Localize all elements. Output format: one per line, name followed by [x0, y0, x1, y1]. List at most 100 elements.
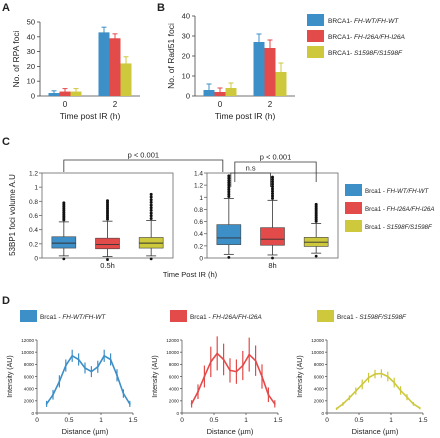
panel-d-plot-3-point — [386, 375, 389, 378]
panel-a-x-tick-label: 0 — [63, 100, 68, 109]
panel-d-plot-3-point — [367, 376, 370, 379]
panel-d-plot-1-y-label: Intensity (AU) — [7, 355, 14, 397]
panel-d-plot-3-x-tick-label: 0 — [325, 417, 329, 424]
panel-d-plot-2-x-tick-label: 1.5 — [273, 417, 282, 424]
panel-d-plot-1-legend-label: Brca1 - FH-WT/FH-WT — [40, 314, 106, 321]
panel-d-plot-2-legend-swatch — [170, 310, 187, 322]
panel-c-right-outlier — [271, 196, 274, 200]
panel-a-bar — [98, 32, 110, 96]
panel-d-plot-2-point — [267, 393, 270, 396]
panel-a-y-tick-label: 20 — [27, 62, 35, 71]
panel-a-y-label: No. of RPA foci — [11, 30, 21, 87]
panel-d-plot-3-y-tick-label: 10000 — [311, 350, 324, 355]
panel-c-right-outlier — [271, 175, 274, 179]
panel-b-y-tick-label: 30 — [182, 32, 190, 41]
panel-d-plot-2-point — [197, 390, 199, 393]
panel-c-right-outlier — [227, 178, 231, 182]
panel-d-plot-1-y-tick-label: 12000 — [21, 338, 34, 343]
panel-c-x-label: Time Post IR (h) — [163, 270, 218, 279]
panel-d-plot-2-y-tick-label: 2000 — [169, 399, 180, 404]
panel-d-plot-1-point — [116, 374, 118, 377]
panel-d-plot-3-point — [406, 396, 408, 399]
panel-c-right-y-tick-label: 0.8 — [194, 207, 203, 214]
legend-c-label: Brca1 - FH-I26A/FH-I26A — [365, 206, 434, 213]
panel-c-left-group-label: 0.5h — [100, 261, 115, 270]
panel-d-plot-1-y-tick-label: 8000 — [24, 362, 35, 367]
legend-c-label: Brca1 - FH-WT/FH-WT — [365, 188, 429, 195]
panel-c-left-outlier — [149, 211, 153, 215]
panel-c-right-y-tick-label: 1.4 — [194, 171, 203, 178]
panel-c-y-label: 53BP1 foci volume A.U — [8, 174, 17, 256]
panel-c-right-y-tick-label: 1 — [199, 195, 203, 202]
panel-d-plot-1-point — [64, 364, 67, 367]
panel-d-plot-2-x-tick-label: 0.5 — [209, 417, 218, 424]
panel-b-x-tick-label: 2 — [268, 100, 273, 109]
panel-d-plot-3-y-tick-label: 2000 — [314, 399, 325, 404]
panel-d-plot-2-y-tick-label: 4000 — [169, 386, 180, 391]
panel-c-right-outlier — [271, 256, 274, 260]
panel-c-left-outlier — [149, 208, 153, 212]
panel-d-plot-1-point — [58, 380, 61, 383]
panel-c-bracket-1-label: p < 0.001 — [128, 151, 160, 160]
panel-d-plot-3-point — [393, 381, 396, 384]
panel-c-right-outlier — [227, 176, 231, 180]
panel-d-plot-1-point — [103, 354, 106, 357]
panel-a-bar — [120, 63, 132, 96]
panel-d-plot-2-line — [190, 352, 276, 405]
panel-d-plot-1-y-tick-label: 10000 — [21, 350, 34, 355]
panel-d-plot-2-x-tick-label: 1 — [244, 417, 248, 424]
panel-c-left-box — [95, 237, 120, 250]
panel-c-right-box — [216, 224, 242, 245]
legend-c-swatch — [345, 202, 362, 214]
panel-c-right-y-tick-label: 1.2 — [194, 183, 203, 190]
panel-c-left-outlier — [149, 200, 153, 204]
panel-d-plot-3-y-label: Intensity (AU) — [297, 355, 304, 397]
panel-d-plot-1-x-label: Distance (µm) — [62, 427, 109, 436]
panel-d-plot-1-line — [45, 354, 131, 405]
panel-c-right-outlier — [314, 254, 318, 258]
panel-d-plot-2-y-tick-label: 8000 — [169, 362, 180, 367]
panel-d-plot-2-y-tick-label: 12000 — [166, 338, 179, 343]
panel-c-bracket-2-label: n.s — [246, 164, 256, 173]
panel-c-right-outlier — [271, 182, 274, 186]
panel-a-y-tick-label: 10 — [27, 77, 35, 86]
panel-c-left-outlier — [149, 216, 153, 220]
panel-c-right-outlier — [271, 177, 274, 181]
panel-a-x-label: Time post IR (h) — [60, 111, 121, 121]
panel-a-y-tick-label: 30 — [27, 47, 35, 56]
panel-c-right-y-tick-label: 0.4 — [194, 231, 203, 238]
panel-c-right-outlier — [314, 202, 318, 206]
panel-d-plot-1-point — [128, 402, 131, 405]
panel-d-plot-2-y-tick-label: 6000 — [169, 374, 180, 379]
panel-d-plot-2-y-tick-label: 10000 — [166, 350, 179, 355]
panel-d-plot-1-point — [96, 365, 99, 368]
panel-d-plot-1-x-tick-label: 0 — [35, 417, 39, 424]
panel-a-y-tick-label: 0 — [31, 92, 35, 101]
panel-c-left-outlier — [149, 257, 153, 261]
panel-c-bracket-3-label: p < 0.001 — [260, 153, 292, 162]
panel-c-right-outlier — [227, 190, 231, 194]
panel-d-plot-3-x-tick-label: 0.5 — [354, 417, 363, 424]
panel-d-plot-3-x-label: Distance (µm) — [352, 427, 399, 436]
legend-c-swatch — [345, 220, 362, 232]
panel-c-left-outlier — [149, 195, 153, 199]
panel-c-left-outlier — [149, 203, 153, 207]
panel-c-right-outlier — [227, 183, 231, 187]
panel-c-bracket-1 — [63, 159, 224, 172]
panel-d-plot-2-y-label: Intensity (AU) — [152, 355, 159, 397]
panel-d-plot-3-y-tick-label: 0 — [321, 411, 324, 416]
panel-c-right-group-label: 8h — [268, 261, 276, 270]
panel-c-right-outlier — [271, 189, 274, 193]
panel-c-right-outlier — [271, 180, 274, 184]
panel-c-left-outlier — [149, 206, 153, 210]
panel-b-y-tick-label: 20 — [182, 52, 190, 61]
panel-d-plot-1-point — [109, 358, 112, 361]
panel-c-left-y-tick-label: 1 — [34, 185, 38, 192]
panel-d-plot-2-point — [190, 402, 193, 405]
panel-c-left-outlier — [62, 201, 66, 205]
panel-d-plot-3-point — [348, 396, 351, 399]
panel-a-y-tick-label: 50 — [27, 18, 35, 27]
panel-d-plot-3-x-tick-label: 1.5 — [418, 417, 427, 424]
panel-b-y-tick-label: 10 — [182, 72, 190, 81]
